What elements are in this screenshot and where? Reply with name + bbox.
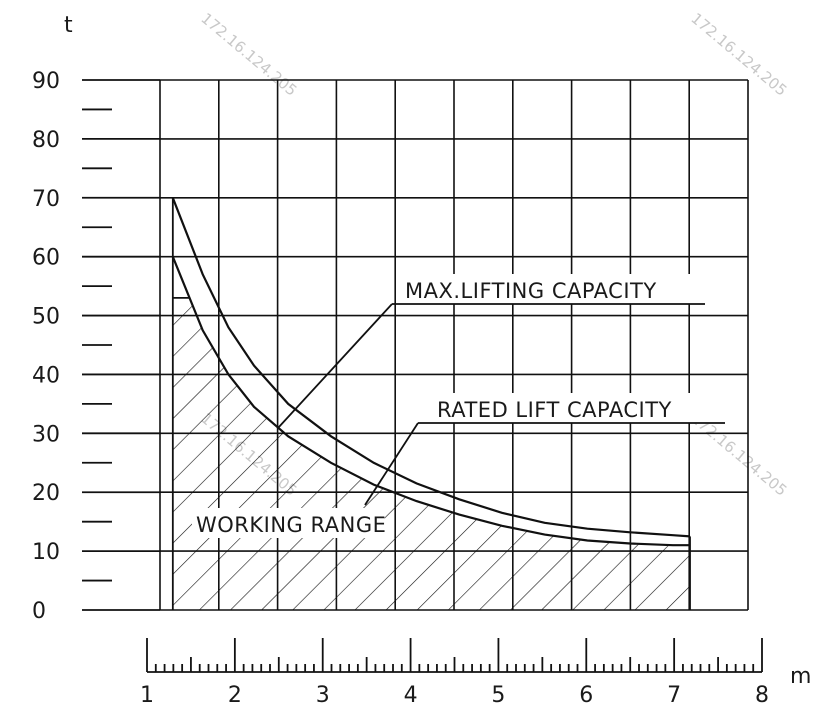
- y-tick-label: 90: [32, 69, 60, 94]
- rated-lift-label-bg: [433, 393, 711, 423]
- curves: [171, 197, 691, 610]
- grid: [159, 79, 749, 611]
- max-lifting-curve: [171, 197, 691, 538]
- x-tick-label: 5: [491, 683, 505, 708]
- y-tick-label: 10: [32, 540, 60, 565]
- x-tick-label: 1: [140, 683, 154, 708]
- x-axis-label: m: [790, 664, 811, 689]
- rated-lift-label: RATED LIFT CAPACITY: [437, 398, 672, 422]
- max-lifting-label-bg: [401, 274, 693, 304]
- x-tick-label: 8: [755, 683, 769, 708]
- y-tick-label: 80: [32, 128, 60, 153]
- x-axis-scale: 1 2 3 4 5 6 7 8m: [140, 638, 811, 708]
- y-tick-label: 40: [32, 363, 60, 388]
- x-tick-label: 6: [579, 683, 593, 708]
- watermark-text: 172.16.124.205: [197, 9, 300, 99]
- working-range-hatch: [172, 297, 691, 610]
- watermark-text: 172.16.124.205: [687, 9, 790, 99]
- y-axis-label: t: [64, 13, 73, 38]
- x-tick-label: 2: [228, 683, 242, 708]
- x-tick-label: 7: [667, 683, 681, 708]
- y-tick-label: 50: [32, 305, 60, 330]
- working-range-area: [172, 297, 691, 610]
- y-tick-label: 20: [32, 481, 60, 506]
- y-tick-label: 30: [32, 422, 60, 447]
- y-tick-label: 0: [32, 599, 46, 624]
- x-tick-label: 3: [316, 683, 330, 708]
- x-tick-label: 4: [404, 683, 418, 708]
- annotations: MAX.LIFTING CAPACITY RATED LIFT CAPACITY W…: [192, 274, 725, 538]
- watermarks: 172.16.124.205 172.16.124.205172.16.124.2…: [197, 9, 790, 499]
- max-lifting-label-leader: [277, 303, 393, 429]
- working-range-label: WORKING RANGE: [196, 513, 386, 537]
- working-range-label-bg: [192, 508, 385, 538]
- rated-lift-curve: [171, 256, 690, 547]
- max-lifting-label: MAX.LIFTING CAPACITY: [405, 279, 657, 303]
- y-tick-label: 60: [32, 246, 60, 271]
- rated-lift-label-leader: [364, 422, 419, 506]
- y-axis: 0 10 20 30 40 50 60 70 80 90 t: [32, 13, 160, 624]
- y-tick-label: 70: [32, 187, 60, 212]
